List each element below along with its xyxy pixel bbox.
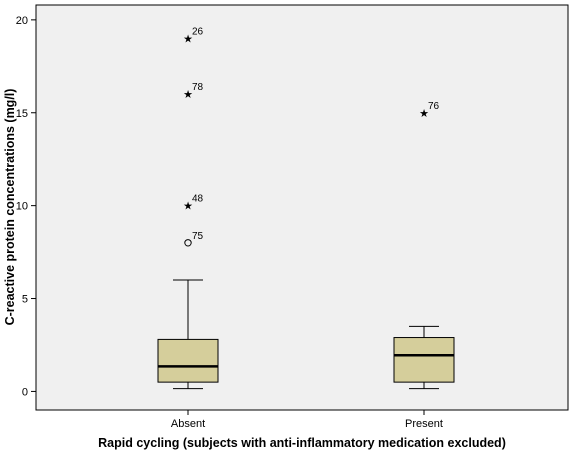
x-tick-label: Present — [405, 418, 443, 430]
boxes: 75★48★78★26★76 — [157, 26, 455, 390]
y-tick-label: 0 — [22, 386, 28, 398]
box-iqr — [393, 337, 455, 383]
plot-area — [35, 4, 569, 411]
outlier-label: 78 — [192, 82, 204, 93]
extreme-marker: ★ — [183, 88, 193, 101]
y-axis: 0 5 10 15 20 — [16, 15, 36, 398]
box-iqr — [157, 338, 219, 383]
outlier-marker — [184, 239, 192, 247]
box-absent: 75★48★78★26 — [157, 26, 219, 390]
y-tick-label: 20 — [16, 15, 28, 27]
extreme-marker: ★ — [183, 32, 193, 45]
outlier-label: 75 — [192, 231, 204, 242]
x-axis: Absent Present — [171, 410, 443, 430]
y-axis-label: C-reactive protein concentrations (mg/l) — [3, 89, 17, 326]
box-present: ★76 — [393, 101, 455, 390]
y-tick-label: 15 — [16, 108, 28, 120]
extreme-marker: ★ — [183, 200, 193, 213]
x-axis-label: Rapid cycling (subjects with anti-inflam… — [98, 436, 506, 450]
outlier-label: 48 — [192, 194, 204, 205]
x-tick-label: Absent — [171, 418, 205, 430]
outlier-label: 26 — [192, 26, 204, 37]
outlier-label: 76 — [428, 101, 440, 112]
y-tick-label: 5 — [22, 294, 28, 306]
extreme-marker: ★ — [419, 107, 429, 120]
y-tick-label: 10 — [16, 201, 28, 213]
